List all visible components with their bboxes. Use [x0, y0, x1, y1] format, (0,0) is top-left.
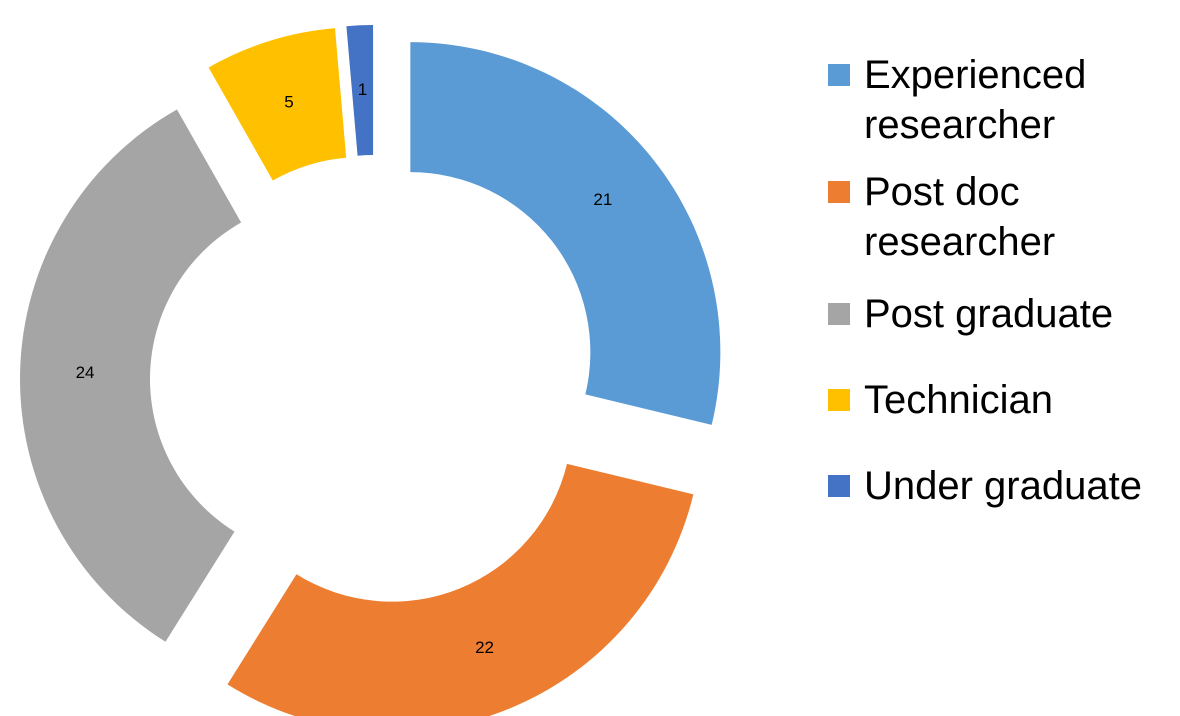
legend: Experienced researcher Post doc researche… — [828, 50, 1173, 511]
legend-swatch — [828, 64, 850, 86]
data-label: 1 — [358, 80, 367, 99]
slice — [20, 109, 242, 642]
legend-swatch — [828, 181, 850, 203]
data-label: 21 — [593, 190, 612, 209]
legend-label: Technician — [864, 378, 1054, 422]
data-label: 22 — [475, 638, 494, 657]
legend-label: Experienced researcher — [864, 53, 1087, 147]
legend-label: Post doc researcher — [864, 170, 1056, 264]
slice — [410, 42, 721, 425]
data-label: 24 — [76, 363, 95, 382]
legend-item: Experienced researcher — [828, 50, 1173, 150]
legend-item: Under graduate — [828, 461, 1173, 511]
legend-label: Under graduate — [864, 464, 1142, 508]
slice — [227, 463, 694, 716]
legend-item: Post graduate — [828, 289, 1173, 339]
data-label: 5 — [284, 93, 293, 112]
legend-item: Technician — [828, 375, 1173, 425]
legend-swatch — [828, 389, 850, 411]
legend-swatch — [828, 303, 850, 325]
chart: 21 22 24 5 1 — [20, 25, 721, 716]
slice — [208, 28, 347, 181]
legend-item: Post doc researcher — [828, 167, 1173, 267]
slice — [346, 25, 374, 156]
legend-label: Post graduate — [864, 292, 1114, 336]
legend-swatch — [828, 475, 850, 497]
